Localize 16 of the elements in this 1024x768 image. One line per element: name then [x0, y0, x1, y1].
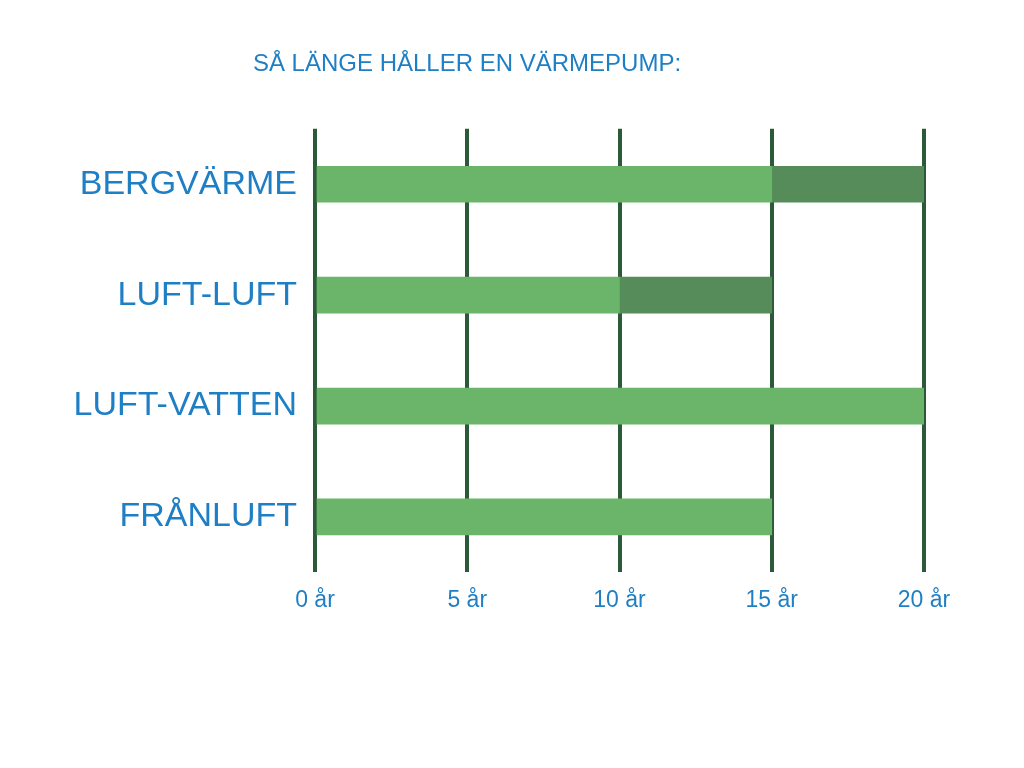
- bar: [771, 165, 924, 203]
- bar: [619, 276, 773, 314]
- y-tick-label: FRÅNLUFT: [119, 495, 297, 534]
- x-tick-label: 5 år: [447, 585, 488, 612]
- bar: [316, 165, 773, 203]
- y-tick-label: BERGVÄRME: [79, 162, 297, 201]
- chart-title: SÅ LÄNGE HÅLLER EN VÄRMEPUMP:: [252, 49, 682, 77]
- bar: [316, 498, 773, 536]
- x-tick-label: 10 år: [593, 585, 647, 612]
- x-tick-label: 15 år: [745, 585, 799, 612]
- x-tick-label: 20 år: [897, 585, 951, 612]
- bar: [316, 276, 620, 314]
- bar: [316, 387, 924, 425]
- x-tick-label: 0 år: [295, 585, 336, 612]
- y-tick-label: LUFT-VATTEN: [73, 384, 297, 423]
- y-tick-label: LUFT-LUFT: [117, 273, 297, 312]
